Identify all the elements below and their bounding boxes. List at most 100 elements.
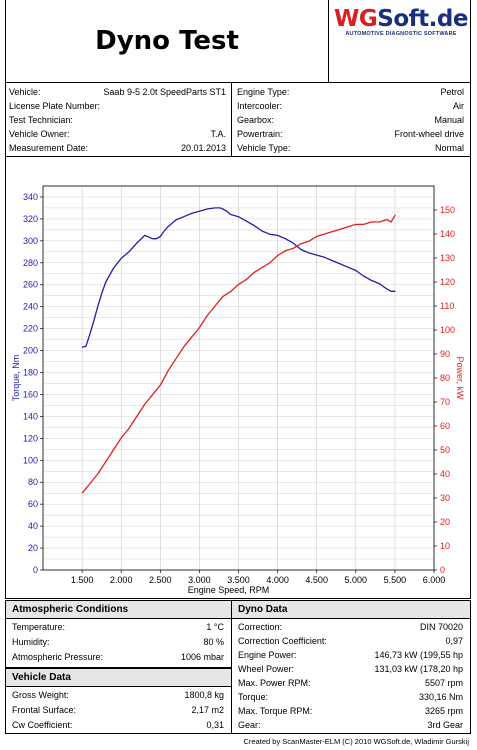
vehicle-info-label: License Plate Number: — [9, 101, 101, 111]
dyno-data-label: Torque: — [238, 692, 269, 702]
footer-credit: Created by ScanMaster-ELM (C) 2010 WGSof… — [243, 737, 469, 746]
y-left-tick-label: 280 — [23, 258, 38, 268]
engine-info-value: Manual — [434, 115, 464, 125]
vehicle-info-label: Vehicle Owner: — [9, 129, 70, 139]
y-right-tick-label: 140 — [440, 229, 455, 239]
y-right-axis-label: Power, kW — [455, 356, 465, 400]
dyno-data-label: Max. Torque RPM: — [238, 706, 313, 716]
dyno-data-heading: Dyno Data — [232, 601, 470, 619]
dyno-data-label: Wheel Power: — [238, 664, 295, 674]
wgsoft-logo: WGSoft.de — [334, 6, 468, 32]
y-right-tick-label: 10 — [440, 541, 450, 551]
engine-info-value: Air — [453, 101, 464, 111]
y-right-tick-label: 60 — [440, 421, 450, 431]
x-tick-label: 2.000 — [110, 575, 133, 585]
vehicle-info-label: Vehicle: — [9, 87, 41, 97]
dyno-data-label: Max. Power RPM: — [238, 678, 311, 688]
y-right-tick-label: 110 — [440, 301, 454, 311]
dyno-data-value: 330,16 Nm — [418, 692, 463, 702]
x-tick-label: 6.000 — [423, 575, 446, 585]
y-left-tick-label: 40 — [28, 521, 38, 531]
dyno-data-row: Gear: 3rd Gear — [238, 718, 463, 732]
y-right-tick-label: 50 — [440, 445, 450, 455]
vehicle-data-row: Gross Weight: 1800,8 kg — [12, 688, 224, 703]
y-right-tick-label: 90 — [440, 349, 450, 359]
atmospheric-label: Humidity: — [12, 637, 50, 647]
dyno-data-value: 131,03 kW (178,20 hp — [374, 664, 463, 674]
atmospheric-panel: Atmospheric Conditions Temperature: 1 °C H… — [5, 600, 232, 668]
y-right-tick-label: 30 — [440, 493, 450, 503]
dyno-data-row: Max. Torque RPM: 3265 rpm — [238, 704, 463, 718]
atmospheric-value: 80 % — [203, 637, 224, 647]
y-left-tick-label: 340 — [23, 192, 38, 202]
vehicle-info-row: Vehicle Owner: T.A. — [9, 127, 226, 141]
atmospheric-row: Temperature: 1 °C — [12, 620, 224, 635]
dyno-data-row: Torque: 330,16 Nm — [238, 690, 463, 704]
engine-info-row: Powertrain: Front-wheel drive — [237, 127, 464, 141]
vehicle-data-panel: Vehicle Data Gross Weight: 1800,8 kg Front… — [5, 668, 232, 734]
x-tick-label: 1.500 — [71, 575, 94, 585]
y-left-tick-label: 200 — [23, 346, 38, 356]
atmospheric-row: Humidity: 80 % — [12, 635, 224, 650]
vehicle-data-heading: Vehicle Data — [6, 669, 231, 687]
x-tick-label: 3.000 — [188, 575, 211, 585]
y-left-tick-label: 60 — [28, 499, 38, 509]
vehicle-info-value: T.A. — [210, 129, 226, 139]
y-right-tick-label: 80 — [440, 373, 450, 383]
dyno-data-value: DIN 70020 — [419, 622, 463, 632]
dyno-data-row: Correction: DIN 70020 — [238, 620, 463, 634]
engine-info-label: Vehicle Type: — [237, 143, 291, 153]
vehicle-info-right: Engine Type: Petrol Intercooler: Air Gearbox… — [231, 82, 471, 157]
vehicle-info-label: Test Technician: — [9, 115, 73, 125]
y-left-tick-label: 220 — [23, 324, 38, 334]
engine-info-label: Powertrain: — [237, 129, 283, 139]
vehicle-data-label: Cw Coefficient: — [12, 720, 73, 730]
x-tick-label: 4.000 — [266, 575, 289, 585]
y-left-tick-label: 0 — [33, 565, 38, 575]
atmospheric-label: Temperature: — [12, 622, 66, 632]
y-left-tick-label: 300 — [23, 236, 38, 246]
vehicle-info-value: Saab 9-5 2.0t SpeedParts ST1 — [103, 87, 226, 97]
vehicle-info-row: Measurement Date: 20.01.2013 — [9, 141, 226, 155]
page-title: Dyno Test — [95, 25, 239, 56]
logo-box — [328, 0, 471, 83]
atmospheric-value: 1 °C — [206, 622, 224, 632]
dyno-data-value: 5507 rpm — [424, 678, 463, 688]
y-right-tick-label: 40 — [440, 469, 450, 479]
vehicle-data-label: Frontal Surface: — [12, 705, 77, 715]
dyno-data-row: Engine Power: 146,73 kW (199,55 hp — [238, 648, 463, 662]
y-right-tick-label: 70 — [440, 397, 450, 407]
dyno-data-label: Correction Coefficient: — [238, 636, 327, 646]
engine-info-value: Front-wheel drive — [394, 129, 464, 139]
dyno-data-value: 146,73 kW (199,55 hp — [374, 650, 463, 660]
vehicle-data-value: 1800,8 kg — [184, 690, 224, 700]
dyno-data-label: Engine Power: — [238, 650, 297, 660]
dyno-data-row: Correction Coefficient: 0,97 — [238, 634, 463, 648]
chart-panel: 1.500 2.000 2.500 3.000 3.500 4.000 4.500 5.000… — [5, 156, 471, 599]
vehicle-info-row: Test Technician: — [9, 113, 226, 127]
y-right-tick-label: 100 — [440, 325, 455, 335]
vehicle-info-row: License Plate Number: — [9, 99, 226, 113]
title-box: Dyno Test — [5, 0, 329, 83]
vehicle-data-row: Frontal Surface: 2,17 m2 — [12, 703, 224, 718]
dyno-data-row: Wheel Power: 131,03 kW (178,20 hp — [238, 662, 463, 676]
y-right-tick-label: 0 — [440, 565, 445, 575]
vehicle-info-row: Vehicle: Saab 9-5 2.0t SpeedParts ST1 — [9, 85, 226, 99]
x-tick-label: 5.500 — [384, 575, 407, 585]
y-left-tick-label: 160 — [23, 389, 38, 399]
y-left-axis-label: Torque, Nm — [11, 355, 21, 402]
y-right-tick-label: 20 — [440, 517, 450, 527]
y-left-tick-label: 260 — [23, 280, 38, 290]
vehicle-info-label: Measurement Date: — [9, 143, 89, 153]
y-left-tick-label: 80 — [28, 477, 38, 487]
torque-curve — [81, 207, 396, 348]
dyno-data-panel: Dyno Data Correction: DIN 70020 Correction… — [231, 600, 471, 734]
engine-info-label: Engine Type: — [237, 87, 290, 97]
y-left-tick-label: 120 — [23, 433, 38, 443]
vehicle-info-value: 20.01.2013 — [180, 143, 226, 153]
vehicle-data-row: Cw Coefficient: 0,31 — [12, 718, 224, 733]
engine-info-value: Normal — [434, 143, 464, 153]
engine-info-label: Intercooler: — [237, 101, 283, 111]
dyno-chart: 1.500 2.000 2.500 3.000 3.500 4.000 4.500 5.000… — [11, 185, 465, 595]
x-tick-label: 3.500 — [227, 575, 250, 585]
